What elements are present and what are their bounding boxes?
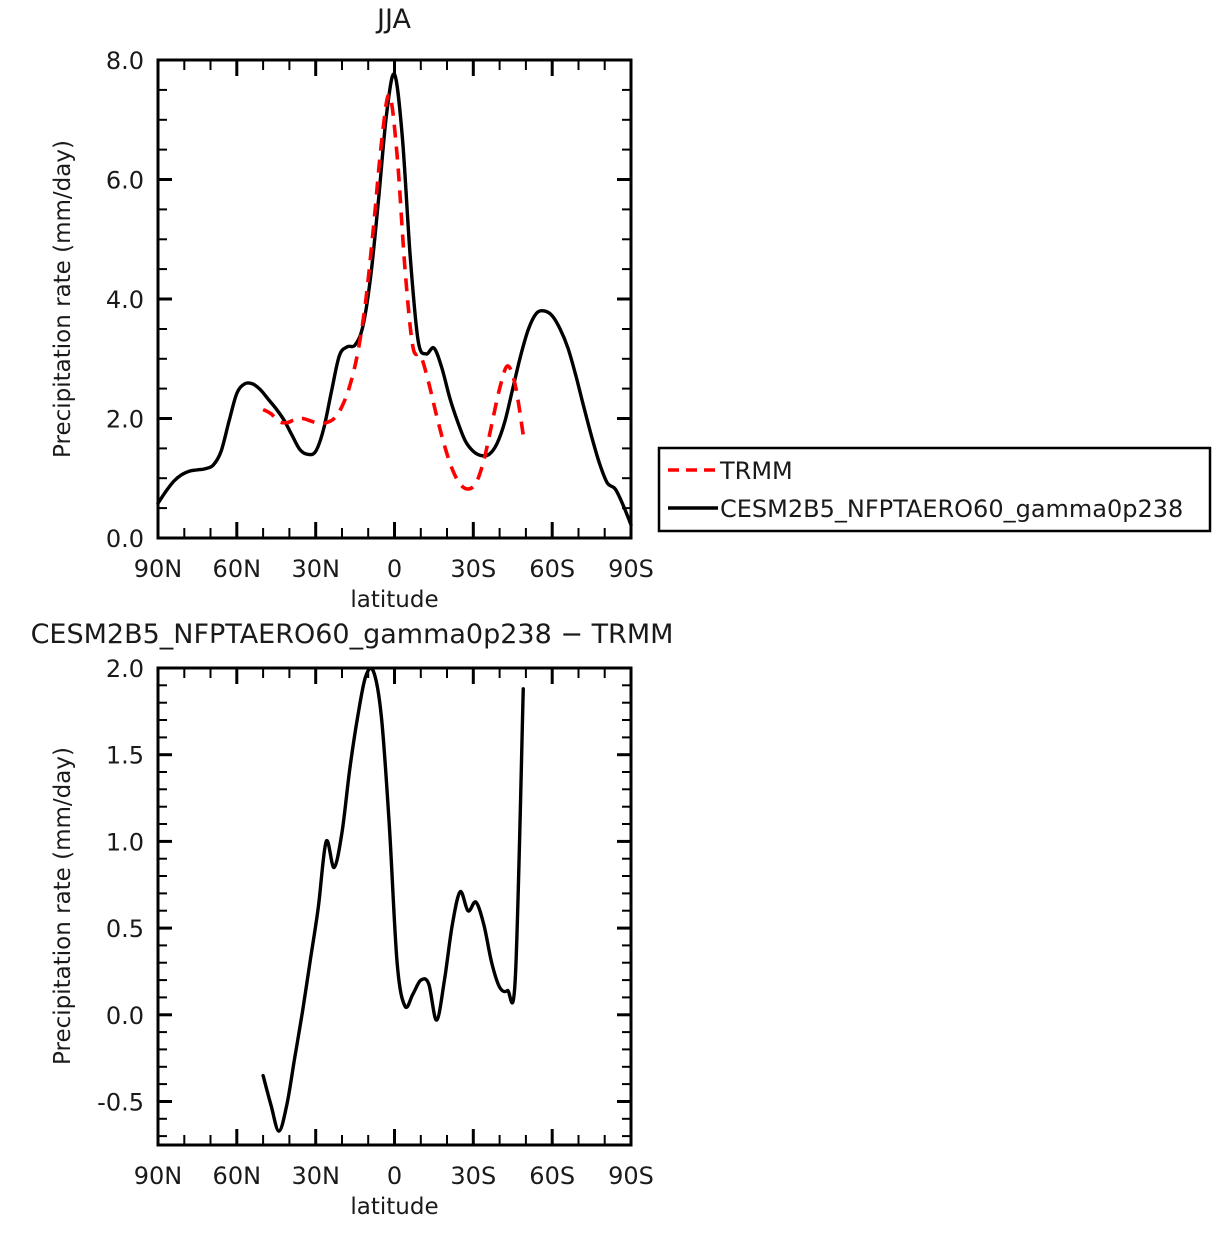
top-yaxis-label: Precipitation rate (mm/day) — [50, 140, 76, 458]
bottom-xtick-30s: 30S — [450, 1162, 496, 1190]
bottom-yaxis-label: Precipitation rate (mm/day) — [50, 747, 76, 1065]
legend-label-trmm: TRMM — [719, 457, 793, 485]
top-xtick-60n: 60N — [213, 555, 262, 583]
bottom-ytick-15: 1.5 — [106, 742, 144, 770]
top-panel-title: JJA — [375, 4, 411, 35]
top-xtick-0: 0 — [387, 555, 402, 583]
top-xtick-90s: 90S — [608, 555, 654, 583]
top-ytick-0: 0.0 — [106, 525, 144, 553]
top-series-group — [156, 72, 633, 527]
bottom-panel-title: CESM2B5_NFPTAERO60_gamma0p238 − TRMM — [31, 619, 674, 650]
series-trmm-line — [262, 92, 526, 491]
bottom-xtick-90s: 90S — [608, 1162, 654, 1190]
top-y-axis: 0.0 2.0 4.0 6.0 8.0 — [106, 47, 631, 553]
bottom-xtick-90n: 90N — [134, 1162, 183, 1190]
bottom-xaxis-label: latitude — [350, 1194, 438, 1220]
top-ytick-2: 4.0 — [106, 286, 144, 314]
bottom-y-axis: 2.0 1.5 1.0 0.5 0.0 -0.5 — [97, 655, 631, 1138]
bottom-ytick-2: 2.0 — [106, 655, 144, 683]
bottom-ytick-0: 0.0 — [106, 1002, 144, 1030]
top-ytick-4: 8.0 — [106, 47, 144, 75]
legend-entry-model[interactable]: CESM2B5_NFPTAERO60_gamma0p238 — [668, 495, 1183, 523]
bottom-series-group — [261, 666, 525, 1133]
series-difference-line — [261, 666, 525, 1133]
series-model-line — [156, 72, 633, 527]
bottom-ytick-1: 1.0 — [106, 828, 144, 856]
bottom-ytick-neg05: -0.5 — [97, 1089, 144, 1117]
bottom-ytick-05: 0.5 — [106, 915, 144, 943]
panel-bottom: CESM2B5_NFPTAERO60_gamma0p238 − TRMM — [31, 619, 674, 1220]
top-xtick-60s: 60S — [529, 555, 575, 583]
bottom-x-axis: 90N 60N 30N 0 30S 60S 90S — [134, 668, 654, 1190]
bottom-xtick-60s: 60S — [529, 1162, 575, 1190]
top-xtick-90n: 90N — [134, 555, 183, 583]
top-x-axis: 90N 60N 30N 0 30S 60S 90S — [134, 60, 654, 583]
legend-entry-trmm[interactable]: TRMM — [668, 457, 793, 485]
legend-box — [657, 446, 1212, 533]
legend: TRMM CESM2B5_NFPTAERO60_gamma0p238 — [657, 446, 1212, 533]
legend-label-model: CESM2B5_NFPTAERO60_gamma0p238 — [720, 495, 1183, 523]
top-ytick-1: 2.0 — [106, 406, 144, 434]
panel-top: JJA — [50, 4, 654, 613]
top-xaxis-label: latitude — [350, 587, 438, 613]
bottom-xtick-30n: 30N — [291, 1162, 340, 1190]
top-xtick-30s: 30S — [450, 555, 496, 583]
bottom-xtick-0: 0 — [387, 1162, 402, 1190]
top-ytick-3: 6.0 — [106, 167, 144, 195]
top-xtick-30n: 30N — [291, 555, 340, 583]
bottom-xtick-60n: 60N — [213, 1162, 262, 1190]
